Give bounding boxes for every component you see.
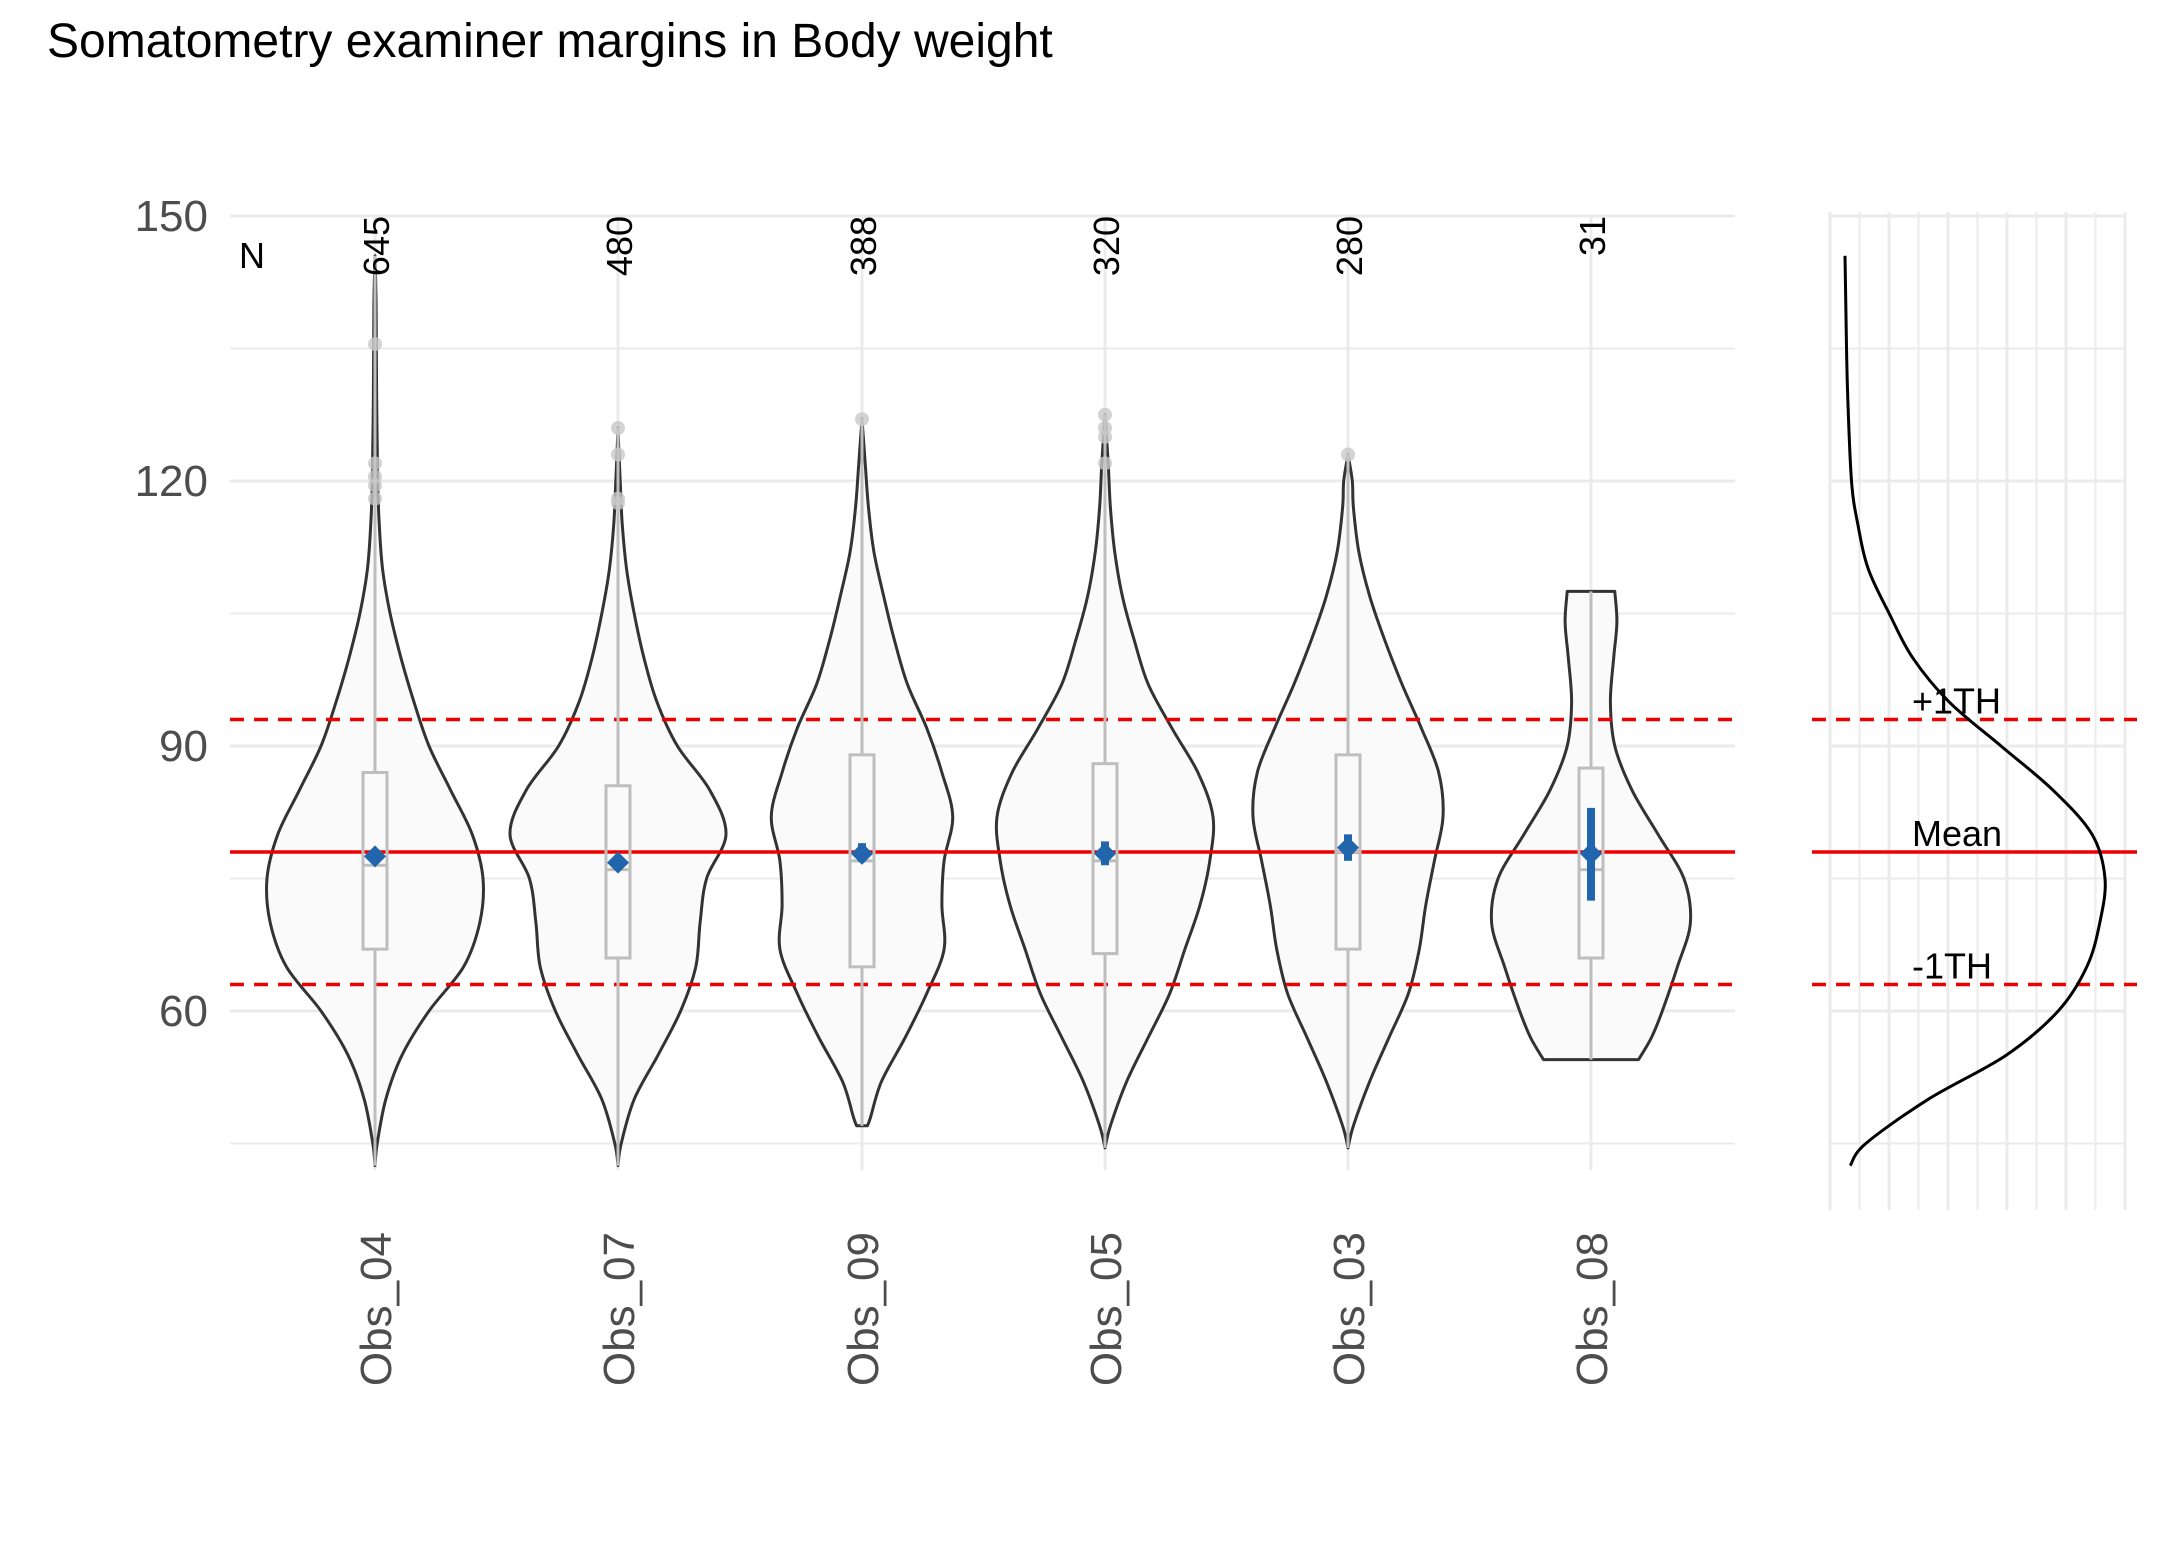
boxplots	[361, 255, 1605, 1166]
box-Obs_07	[604, 784, 632, 960]
y-tick-label: 150	[135, 192, 208, 241]
x-tick-label: Obs_04	[352, 1232, 401, 1386]
mean-point	[851, 842, 873, 865]
reference-label: +1TH	[1912, 681, 2001, 722]
outlier-point	[1098, 456, 1112, 471]
outlier-point	[368, 491, 382, 506]
grid-layer	[230, 212, 2127, 1210]
y-tick-label: 120	[135, 457, 208, 506]
reference-label: Mean	[1912, 813, 2002, 854]
mean-point	[1337, 836, 1359, 859]
x-tick-label: Obs_09	[839, 1232, 888, 1386]
outlier-point	[368, 456, 382, 471]
box-Obs_04	[361, 771, 389, 951]
n-count-label: 31	[1572, 216, 1613, 256]
outlier-point	[368, 337, 382, 352]
outlier-point	[1098, 429, 1112, 444]
x-tick-label: Obs_03	[1325, 1232, 1374, 1386]
outlier-point	[611, 421, 625, 435]
outlier-point	[611, 447, 625, 462]
outlier-point	[1341, 447, 1355, 462]
n-count-label: 388	[843, 216, 884, 276]
mean-line-layer	[230, 717, 2137, 987]
n-header-label: N	[239, 235, 265, 276]
outlier-point	[611, 496, 625, 511]
n-count-label: 320	[1086, 216, 1127, 276]
marginal-density	[1843, 255, 2107, 1167]
outlier-point	[368, 478, 382, 493]
n-count-label: 480	[599, 216, 640, 276]
y-tick-label: 60	[159, 987, 208, 1036]
marginal-density-curve	[1843, 255, 2107, 1167]
mean-point	[1094, 842, 1116, 865]
mean-point	[607, 851, 629, 874]
y-tick-label: 90	[159, 722, 208, 771]
n-count-label: 645	[356, 216, 397, 276]
n-count-label: 280	[1329, 216, 1370, 276]
violins	[265, 254, 1693, 1168]
labels: N 60 90 120 150 645 480 388 320 280 31 Obs_04 Obs_0…	[135, 192, 2002, 1386]
x-tick-label: Obs_05	[1082, 1232, 1131, 1386]
mean-point	[1580, 842, 1602, 865]
outlier-point	[855, 412, 869, 427]
reference-label: -1TH	[1912, 946, 1992, 987]
x-tick-label: Obs_07	[595, 1232, 644, 1386]
chart-title: Somatometry examiner margins in Body wei…	[47, 15, 1053, 68]
mean-point	[364, 845, 386, 868]
box-Obs_05	[1091, 762, 1119, 956]
x-tick-label: Obs_08	[1568, 1232, 1617, 1386]
outlier-point	[1098, 407, 1112, 422]
box-Obs_08	[1577, 766, 1605, 960]
